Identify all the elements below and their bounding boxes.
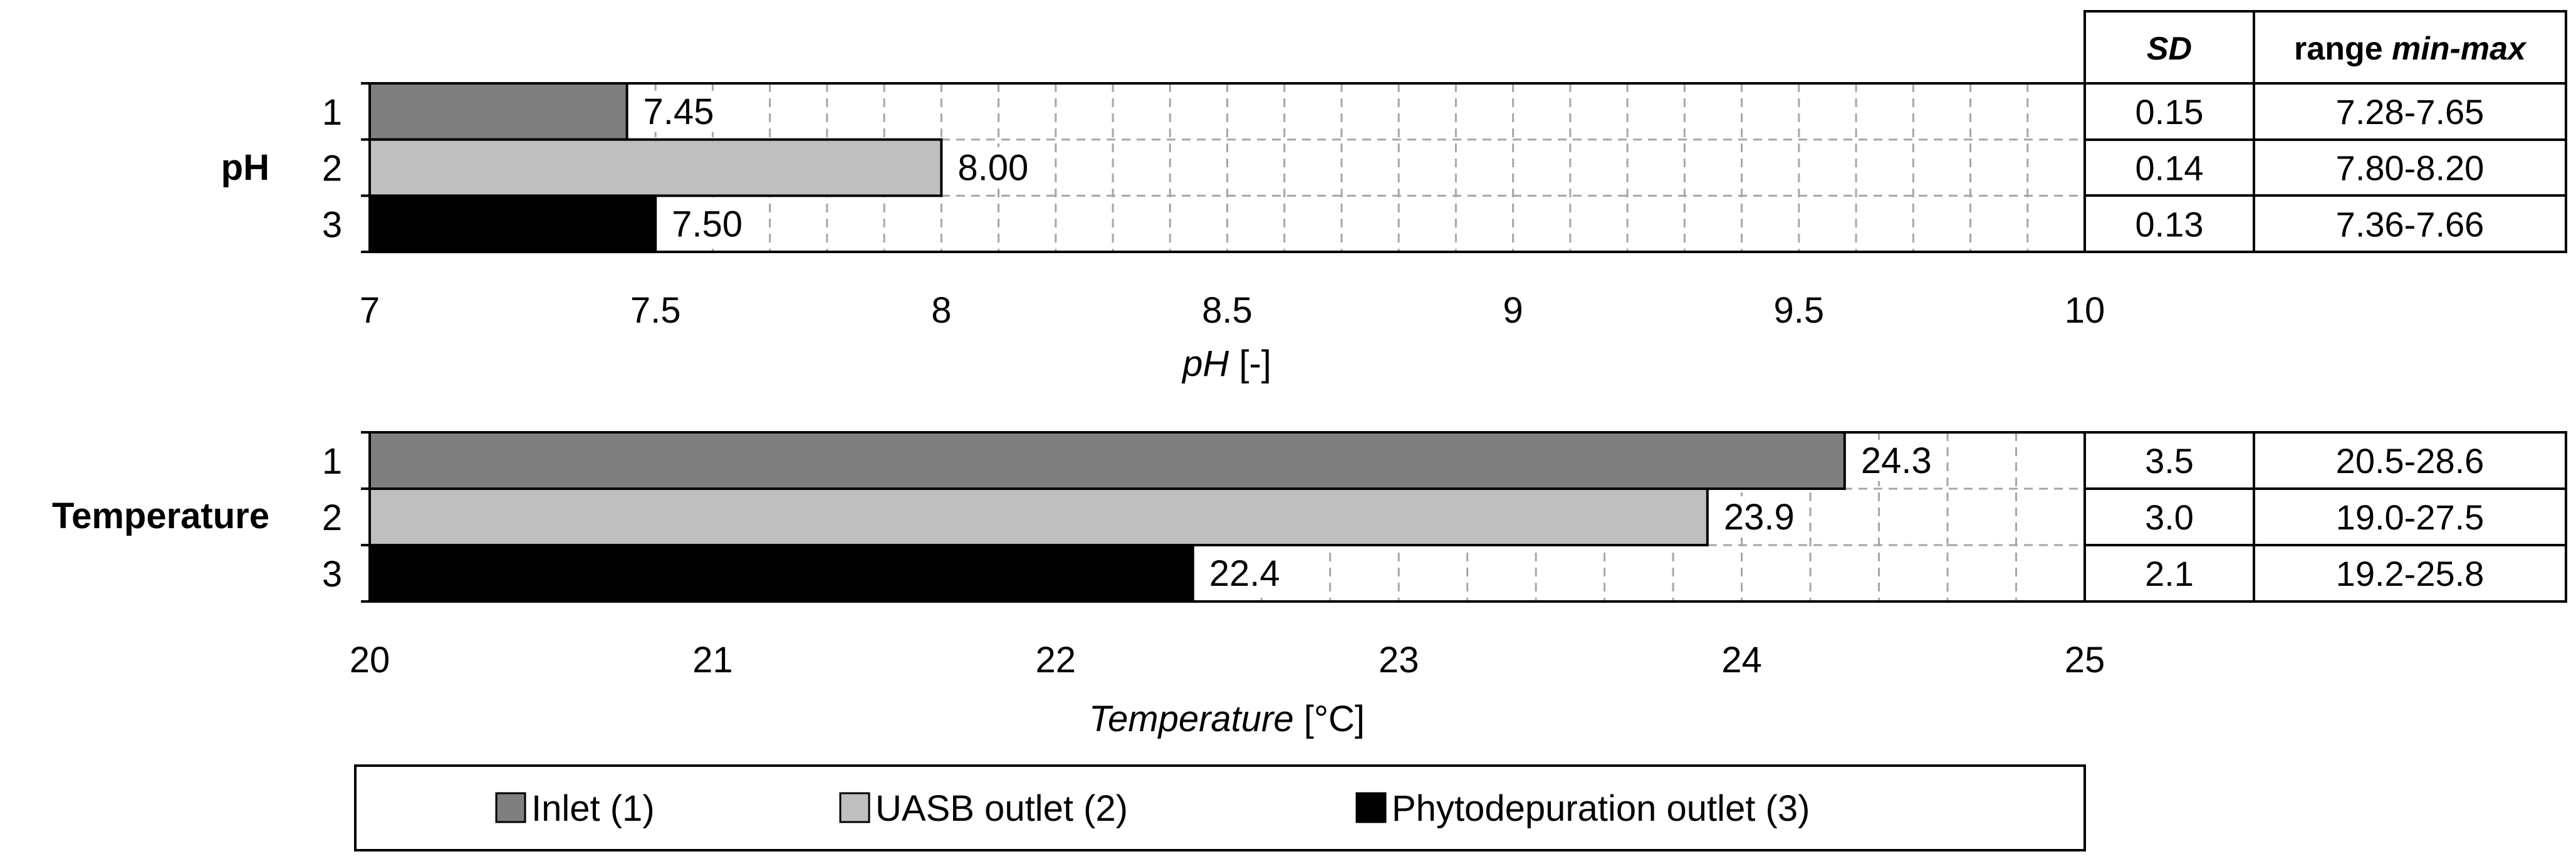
legend-swatch-uasb [839,792,870,823]
legend-swatch-phytodepuration [1355,792,1387,823]
ph-bars [368,82,943,254]
temperature-category-label: 3 [322,554,342,595]
legend-label-uasb: UASB outlet (2) [875,788,1128,829]
ph-bar-1 [368,82,628,141]
temperature-bar-3 [368,544,1194,603]
temperature-table-range: 19.2-25.8 [2336,554,2485,593]
ph-table-sd: 0.15 [2135,92,2204,132]
temperature-panel: 24.323.922.4 123 Temperature 20 21 22 23 24 2… [52,431,2105,739]
ph-tick-label: 7 [360,290,380,331]
temperature-value-label-bg [1857,440,1944,481]
ph-table-range: 7.28-7.65 [2336,92,2485,132]
ph-value-label-1: 7.45 [644,91,714,132]
temperature-tick-label: 21 [692,640,733,680]
ph-category-label: 3 [322,204,342,245]
temperature-category-label: 1 [322,441,342,482]
temperature-tick-label: 23 [1379,640,1419,680]
ph-value-label-bg [668,203,755,245]
ph-value-label-bg [639,91,726,132]
temperature-axis-title: Temperature [°C] [1089,699,1365,739]
ph-tick-label: 9.5 [1774,290,1825,331]
ph-value-label-3: 7.50 [672,204,743,244]
ph-bar-3 [368,194,657,254]
ph-stats-table: SD range min-max 0.15 7.28-7.65 0.14 7.80-8… [2083,10,2567,253]
temperature-tick-label: 22 [1036,640,1077,680]
temperature-stats-table: 3.5 20.5-28.6 3.0 19.0-27.5 2.1 19.2-25.8 [2083,431,2567,603]
temperature-value-label-3: 22.4 [1209,553,1280,594]
ph-table-sd: 0.13 [2135,204,2204,244]
temperature-tick-label: 25 [2065,640,2105,680]
ph-table-rows: 0.15 7.28-7.65 0.14 7.80-8.20 0.13 7.36-7.66 [2135,92,2485,244]
temperature-category-labels: 1 2 3 [322,431,370,603]
ph-tick-label: 8.5 [1202,290,1253,331]
legend-label-inlet: Inlet (1) [531,788,655,829]
ph-tick-label: 7.5 [630,290,681,331]
ph-axis-title: pH [-] [1181,343,1271,384]
temperature-group-label: Temperature [52,496,269,536]
temperature-tick-labels: 20 21 22 23 24 25 [350,640,2105,680]
temperature-table-rows: 3.5 20.5-28.6 3.0 19.0-27.5 2.1 19.2-25.8 [2145,441,2484,593]
temperature-table-sd: 2.1 [2145,554,2194,593]
temperature-tick-label: 24 [1721,640,1762,680]
ph-category-label: 1 [322,92,342,133]
ph-tick-label: 10 [2065,290,2105,331]
temperature-value-label-bg [1205,553,1292,594]
temperature-table-range: 20.5-28.6 [2336,441,2485,481]
ph-table-sd: 0.14 [2135,148,2204,188]
legend-swatch-inlet [495,792,526,823]
ph-group-label: pH [221,147,269,188]
temperature-tick-label: 20 [350,640,390,680]
temperature-value-label-1: 24.3 [1861,440,1932,481]
ph-tick-labels: 7 7.5 8 8.5 9 9.5 10 [360,290,2105,331]
temperature-bars [368,431,1846,603]
ph-tick-label: 8 [931,290,951,331]
ph-category-labels: 1 2 3 [322,82,370,253]
ph-table-frame [2083,10,2567,253]
legend: Inlet (1) UASB outlet (2) Phytodepuratio… [354,764,2086,851]
temperature-bar-1 [368,431,1846,490]
table-header-range: range min-max [2294,31,2527,67]
ph-value-label-2: 8.00 [957,148,1028,189]
temperature-table-sd: 3.0 [2145,497,2194,537]
temperature-value-label-2: 23.9 [1724,497,1795,538]
ph-value-label-bg [954,147,1041,189]
ph-value-labels: 7.45 8.00 7.50 [639,91,1041,245]
ph-table-range: 7.36-7.66 [2336,204,2485,244]
ph-category-label: 2 [322,148,342,189]
ph-panel: 7.45 8.00 7.50 1 2 3 pH 7 7.5 8 8.5 9 9.5 10 pH [-… [221,82,2105,384]
legend-frame [354,764,2086,851]
temperature-bar-2 [368,487,1709,546]
ph-table-range: 7.80-8.20 [2336,148,2485,188]
temperature-value-labels: 24.3 23.9 22.4 [1205,440,1944,594]
legend-label-phytodepuration: Phytodepuration outlet (3) [1392,788,1810,829]
temperature-table-frame [2083,431,2567,603]
temperature-table-range: 19.0-27.5 [2336,497,2485,537]
ph-bar-2 [368,138,943,197]
table-header-sd: SD [2147,31,2192,67]
temperature-category-label: 2 [322,497,342,538]
ph-tick-label: 9 [1503,290,1523,331]
temperature-table-sd: 3.5 [2145,441,2194,481]
temperature-value-label-bg [1719,496,1807,538]
